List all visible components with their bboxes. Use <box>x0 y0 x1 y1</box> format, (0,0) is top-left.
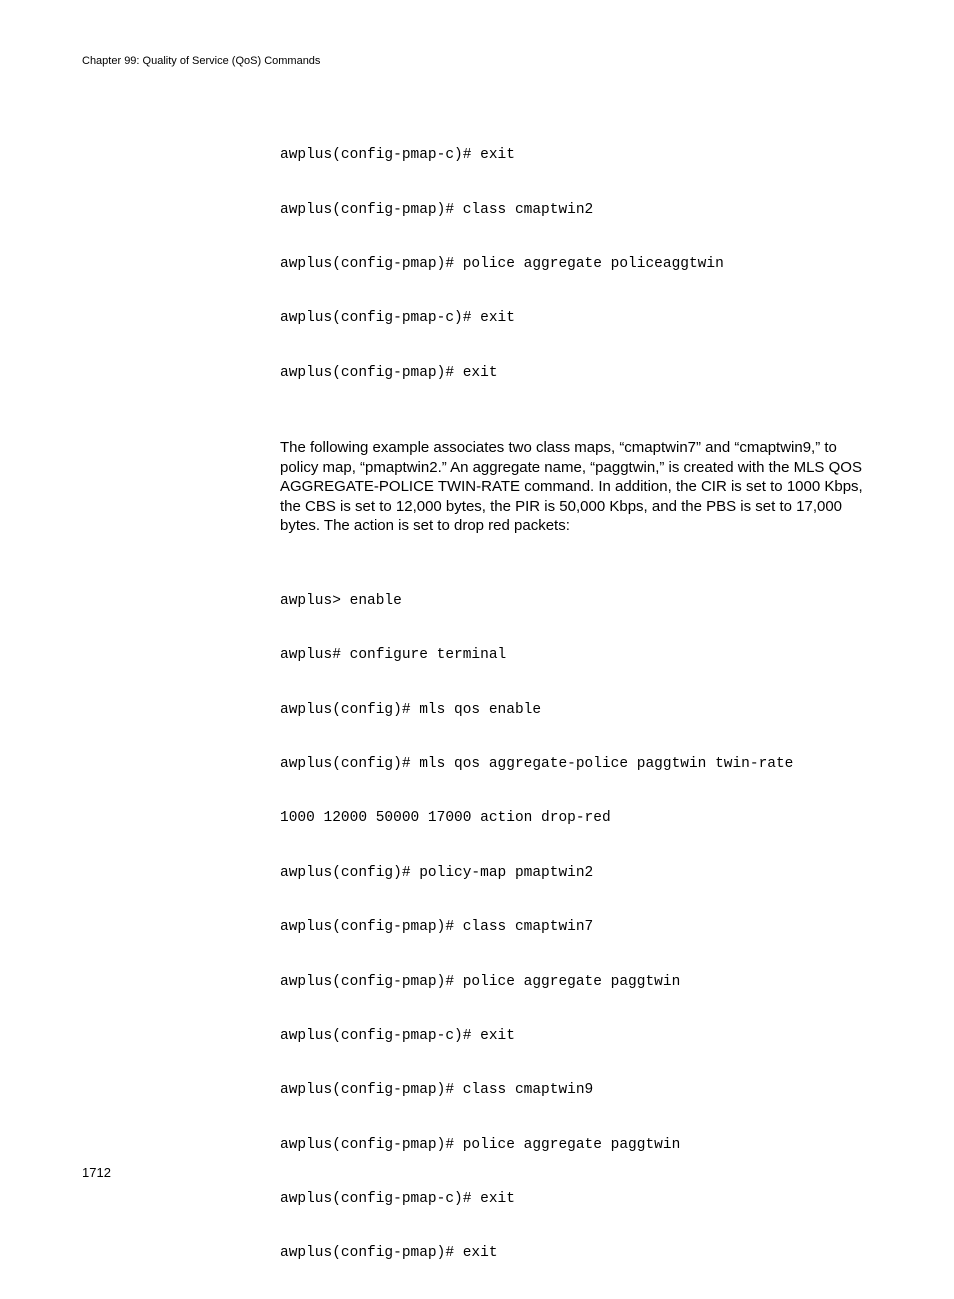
code-line: awplus(config-pmap)# police aggregate po… <box>280 255 870 273</box>
page-header: Chapter 99: Quality of Service (QoS) Com… <box>82 55 320 67</box>
code-line: awplus(config)# mls qos aggregate-police… <box>280 755 870 773</box>
code-line: 1000 12000 50000 17000 action drop-red <box>280 809 870 827</box>
code-line: awplus(config-pmap)# police aggregate pa… <box>280 1136 870 1154</box>
code-block-1: awplus(config-pmap-c)# exit awplus(confi… <box>280 110 870 418</box>
code-line: awplus(config-pmap-c)# exit <box>280 1190 870 1208</box>
code-line: awplus(config-pmap)# exit <box>280 364 870 382</box>
code-line: awplus(config-pmap)# class cmaptwin9 <box>280 1081 870 1099</box>
code-line: awplus# configure terminal <box>280 646 870 664</box>
page-number: 1712 <box>82 1165 111 1180</box>
chapter-title: Chapter 99: Quality of Service (QoS) Com… <box>82 55 320 67</box>
code-line: awplus(config-pmap)# exit <box>280 1244 870 1262</box>
code-line: awplus(config-pmap-c)# exit <box>280 309 870 327</box>
code-line: awplus(config-pmap)# class cmaptwin7 <box>280 918 870 936</box>
code-line: awplus(config-pmap-c)# exit <box>280 146 870 164</box>
code-line: awplus(config-pmap-c)# exit <box>280 1027 870 1045</box>
code-line: awplus(config-pmap)# class cmaptwin2 <box>280 201 870 219</box>
code-line: awplus(config)# policy-map pmaptwin2 <box>280 864 870 882</box>
code-block-2: awplus> enable awplus# configure termina… <box>280 556 870 1299</box>
body-paragraph: The following example associates two cla… <box>280 438 870 536</box>
code-line: awplus(config)# mls qos enable <box>280 701 870 719</box>
page-content: awplus(config-pmap-c)# exit awplus(confi… <box>280 110 870 1299</box>
code-line: awplus> enable <box>280 592 870 610</box>
code-line: awplus(config-pmap)# police aggregate pa… <box>280 973 870 991</box>
